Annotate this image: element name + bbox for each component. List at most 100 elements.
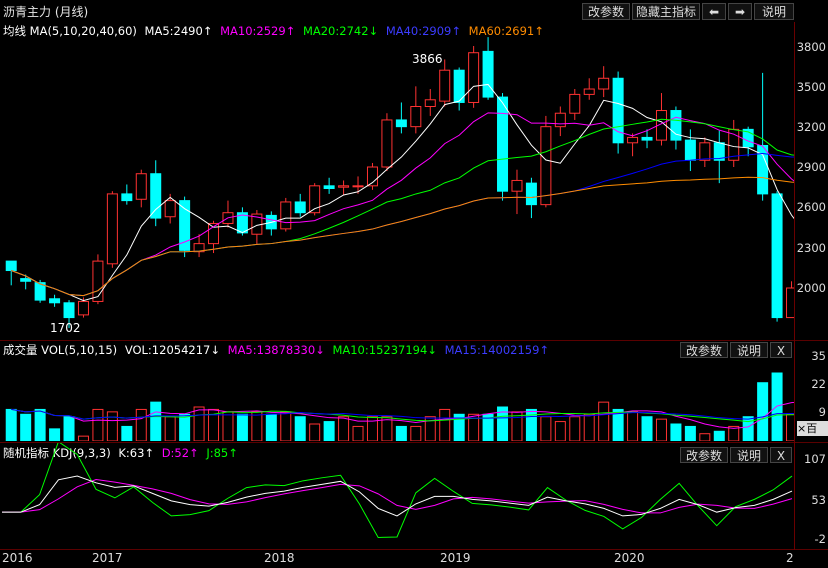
kdj-close-icon[interactable]: X bbox=[770, 447, 792, 463]
page-title: 沥青主力 (月线) bbox=[3, 5, 89, 19]
ma5-value: MA5:2490↑ bbox=[144, 24, 213, 38]
volume-bar bbox=[179, 413, 191, 441]
ma40-line bbox=[11, 153, 794, 297]
kdj-indicator-name: 随机指标 KDJ(9,3,3) bbox=[3, 446, 111, 460]
volume-bar bbox=[583, 413, 595, 441]
candle-body bbox=[20, 278, 32, 282]
candle-body bbox=[366, 166, 378, 187]
candle-body bbox=[497, 96, 509, 192]
kdj-tick-neg2: -2 bbox=[814, 532, 826, 546]
candle-body bbox=[164, 200, 176, 218]
volume-ma10: MA10:15237194↓ bbox=[332, 343, 437, 357]
volume-bar bbox=[699, 433, 711, 441]
candle-body bbox=[179, 200, 191, 251]
candle-body bbox=[294, 201, 306, 214]
volume-bar bbox=[121, 425, 133, 441]
vol-tick-35: 35 bbox=[811, 349, 826, 363]
ma60-line bbox=[11, 176, 794, 297]
volume-bar bbox=[713, 430, 725, 441]
kdj-k-line bbox=[2, 475, 793, 517]
volume-legend: 成交量 VOL(5,10,15) VOL:12054217↓ MA5:13878… bbox=[3, 342, 553, 358]
volume-bar bbox=[49, 428, 61, 441]
volume-indicator-name: 成交量 VOL(5,10,15) bbox=[3, 343, 118, 357]
kdj-help-button[interactable]: 说明 bbox=[730, 447, 768, 463]
candle-body bbox=[554, 112, 566, 128]
candle-body bbox=[670, 110, 682, 141]
candle-body bbox=[106, 193, 118, 265]
volume-bar bbox=[742, 416, 754, 441]
volume-bar bbox=[164, 416, 176, 441]
high-annotation: 3866 bbox=[412, 52, 443, 66]
volume-bar bbox=[439, 408, 451, 441]
volume-bar bbox=[135, 408, 147, 441]
volume-bar bbox=[280, 411, 292, 441]
vol-tick-22: 22 bbox=[811, 377, 826, 391]
y-tick-3500: 3500 bbox=[796, 80, 826, 94]
x-tick-2016: 2016 bbox=[2, 551, 33, 565]
volume-bar bbox=[5, 408, 17, 441]
volume-bar bbox=[670, 423, 682, 441]
candle-body bbox=[150, 173, 162, 219]
ma5-line bbox=[11, 83, 794, 302]
volume-help-button[interactable]: 说明 bbox=[730, 342, 768, 358]
volume-bar bbox=[236, 413, 248, 441]
candle-body bbox=[627, 136, 639, 144]
candle-body bbox=[352, 185, 364, 188]
volume-bar bbox=[366, 416, 378, 441]
change-params-button[interactable]: 改参数 bbox=[582, 3, 630, 20]
kdj-j-value: J:85↑ bbox=[206, 446, 238, 460]
candle-body bbox=[771, 193, 783, 319]
candle-body bbox=[410, 106, 422, 128]
candle-body bbox=[309, 185, 321, 214]
candle-body bbox=[612, 77, 624, 144]
y-tick-3200: 3200 bbox=[796, 120, 826, 134]
volume-value: VOL:12054217↓ bbox=[124, 343, 220, 357]
kdj-tick-107: 107 bbox=[804, 452, 826, 466]
panel-divider bbox=[0, 340, 828, 341]
candle-body bbox=[395, 119, 407, 128]
next-arrow-icon[interactable]: ➡ bbox=[728, 3, 752, 20]
prev-arrow-icon[interactable]: ⬅ bbox=[702, 3, 726, 20]
help-button[interactable]: 说明 bbox=[754, 3, 794, 20]
kdj-tick-53: 53 bbox=[811, 493, 826, 507]
kdj-params-button[interactable]: 改参数 bbox=[680, 447, 728, 463]
candle-body bbox=[757, 144, 769, 195]
candle-body bbox=[569, 93, 581, 114]
candle-body bbox=[742, 128, 754, 148]
y-tick-3800: 3800 bbox=[796, 40, 826, 54]
volume-bar bbox=[786, 413, 794, 441]
candle-body bbox=[453, 69, 465, 103]
volume-close-icon[interactable]: X bbox=[770, 342, 792, 358]
candle-body bbox=[5, 260, 17, 272]
volume-bar bbox=[641, 416, 653, 441]
volume-ma5: MA5:13878330↓ bbox=[227, 343, 325, 357]
y-tick-2600: 2600 bbox=[796, 200, 826, 214]
volume-bar bbox=[655, 418, 667, 441]
candle-body bbox=[92, 260, 104, 302]
candle-body bbox=[63, 302, 75, 319]
volume-ma15-line bbox=[11, 408, 794, 420]
volume-bar bbox=[193, 406, 205, 441]
candle-body bbox=[34, 282, 46, 301]
volume-params-button[interactable]: 改参数 bbox=[680, 342, 728, 358]
candle-body bbox=[338, 185, 350, 188]
ma10-value: MA10:2529↑ bbox=[220, 24, 296, 38]
hide-main-indicator-button[interactable]: 隐藏主指标 bbox=[632, 3, 700, 20]
candle-body bbox=[280, 201, 292, 230]
candle-body bbox=[424, 99, 436, 108]
volume-bar bbox=[497, 406, 509, 441]
candle-body bbox=[49, 298, 61, 304]
volume-ma5-line bbox=[11, 401, 794, 429]
volume-bar bbox=[20, 413, 32, 441]
volume-bar bbox=[554, 421, 566, 441]
volume-chart bbox=[5, 372, 794, 441]
ma40-value: MA40:2909↑ bbox=[385, 24, 462, 38]
volume-bar bbox=[309, 423, 321, 441]
volume-bar bbox=[150, 401, 162, 441]
volume-bar bbox=[294, 416, 306, 441]
candle-body bbox=[525, 182, 537, 206]
volume-bar bbox=[323, 421, 335, 441]
volume-bar bbox=[395, 425, 407, 441]
candle-body bbox=[684, 139, 696, 161]
x-tick-2020: 2020 bbox=[614, 551, 645, 565]
